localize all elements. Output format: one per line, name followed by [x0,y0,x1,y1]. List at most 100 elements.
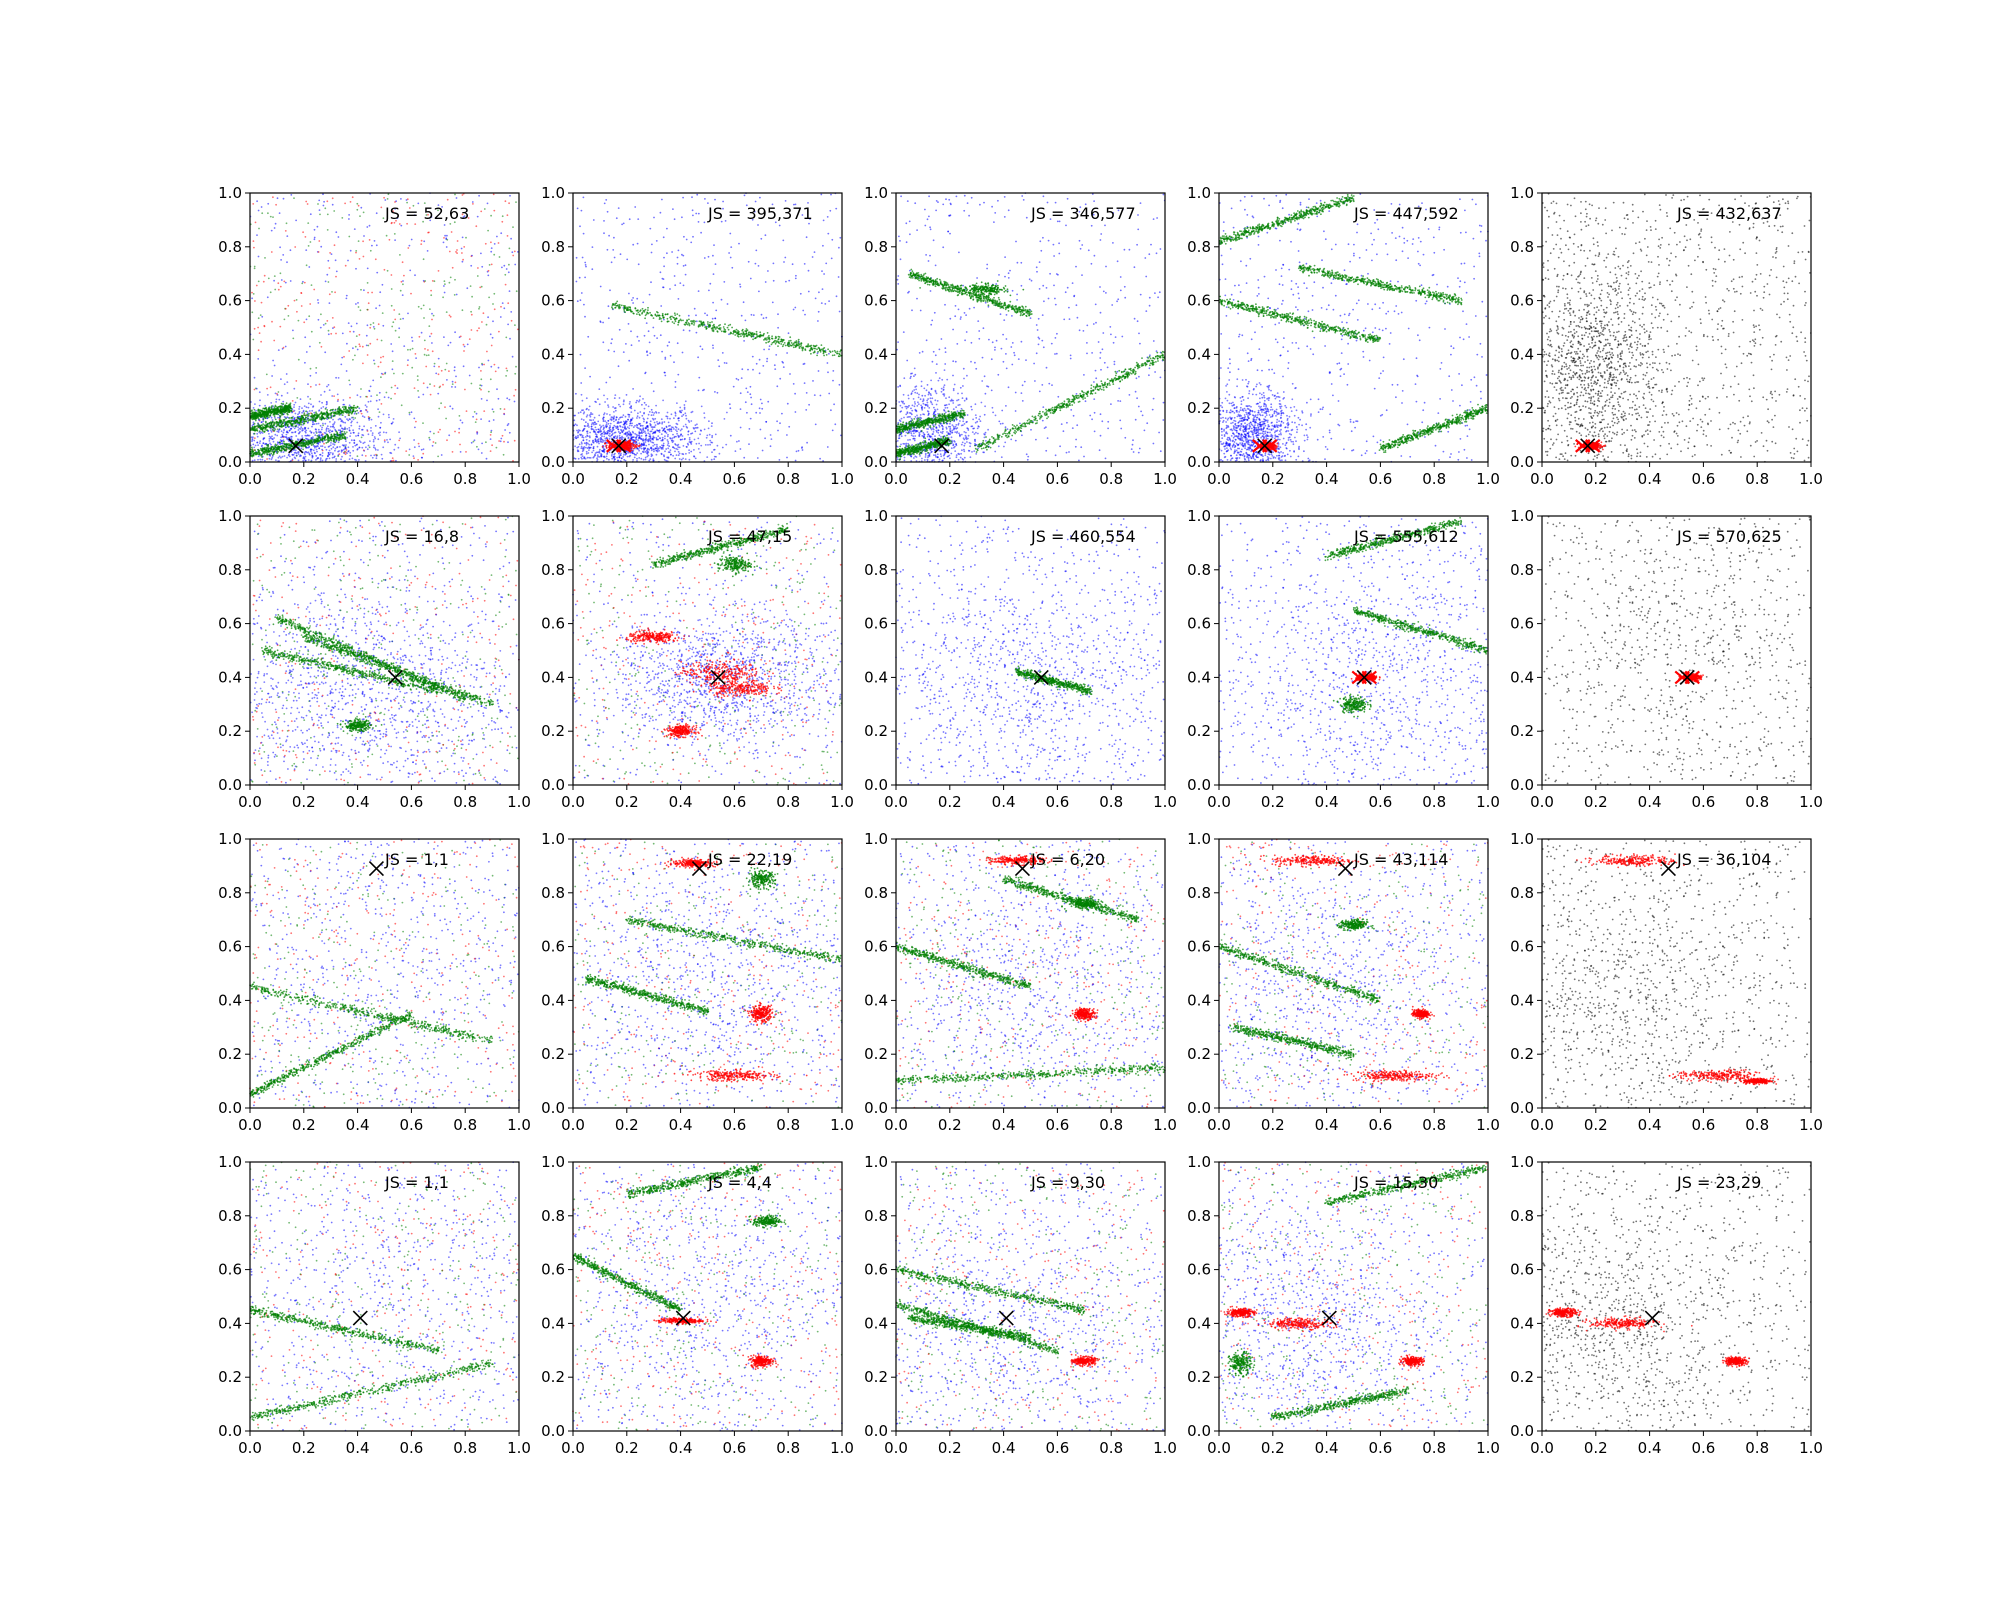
data-point [379,399,381,401]
data-point [492,320,494,322]
data-point [403,275,405,277]
data-point [493,254,495,256]
data-point [311,284,313,286]
data-point [424,354,426,356]
data-point [459,415,461,417]
data-point [402,294,404,296]
data-point [429,431,431,433]
data-point [357,349,359,351]
data-point [438,373,440,375]
data-point [381,340,383,342]
data-point [355,346,357,348]
data-point [464,389,466,391]
data-point [292,338,294,340]
data-point [268,278,270,280]
data-point [323,324,325,326]
data-point [409,245,411,247]
data-point [483,312,485,314]
data-point [275,223,277,225]
data-point [441,370,443,372]
data-point [280,378,282,380]
data-point [443,237,445,239]
data-point [460,419,462,421]
data-point [490,215,492,217]
data-point [359,334,361,336]
data-point [286,235,288,237]
data-point [251,311,253,313]
data-point [254,377,256,379]
data-point [389,239,391,241]
data-point [295,220,297,222]
data-point [319,342,321,344]
data-point [417,390,419,392]
data-point [496,447,498,449]
data-point [258,256,260,258]
data-point [427,250,429,252]
data-point [444,224,446,226]
data-point [423,258,425,260]
data-point [474,411,476,413]
data-point [429,336,431,338]
data-point [394,233,396,235]
data-point [326,200,328,202]
data-point [443,336,445,338]
data-point [326,386,328,388]
data-point [506,370,508,372]
data-point [281,279,283,281]
data-point [393,460,395,462]
data-point [254,389,256,391]
data-point [502,435,504,437]
data-point [302,281,304,283]
data-point [469,338,471,340]
data-point [363,256,365,258]
data-point [438,366,440,368]
data-point [483,364,485,366]
data-point [382,312,384,314]
data-point [256,285,258,287]
data-point [301,283,303,285]
data-point [328,384,330,386]
data-point [348,218,350,220]
data-point [510,238,512,240]
subplot-1: 0.00.00.20.20.40.40.60.60.80.81.01.0JS =… [218,184,531,488]
data-point [318,319,320,321]
data-point [492,337,494,339]
data-point [431,342,433,344]
data-point [393,373,395,375]
data-point [318,251,320,253]
data-point [376,212,378,214]
data-point [369,225,371,227]
data-point [418,306,420,308]
data-point [454,331,456,333]
data-point [296,299,298,301]
data-point [406,223,408,225]
data-point [335,377,337,379]
data-point [456,294,458,296]
data-point [290,280,292,282]
data-point [270,216,272,218]
data-point [387,270,389,272]
data-point [421,449,423,451]
data-point [308,245,310,247]
data-point [352,359,354,361]
data-point [452,381,454,383]
data-point [256,234,258,236]
data-point [449,315,451,317]
data-point [446,311,448,313]
data-point [424,280,426,282]
data-point [488,360,490,362]
data-point [501,267,503,269]
data-point [304,362,306,364]
data-point [500,232,502,234]
data-point [392,321,394,323]
data-point [310,386,312,388]
data-point [476,432,478,434]
data-point [252,339,254,341]
data-point [358,240,360,242]
data-point [379,305,381,307]
data-point [498,367,500,369]
data-point [258,349,260,351]
data-point [470,311,472,313]
data-point [409,349,411,351]
data-point [479,384,481,386]
